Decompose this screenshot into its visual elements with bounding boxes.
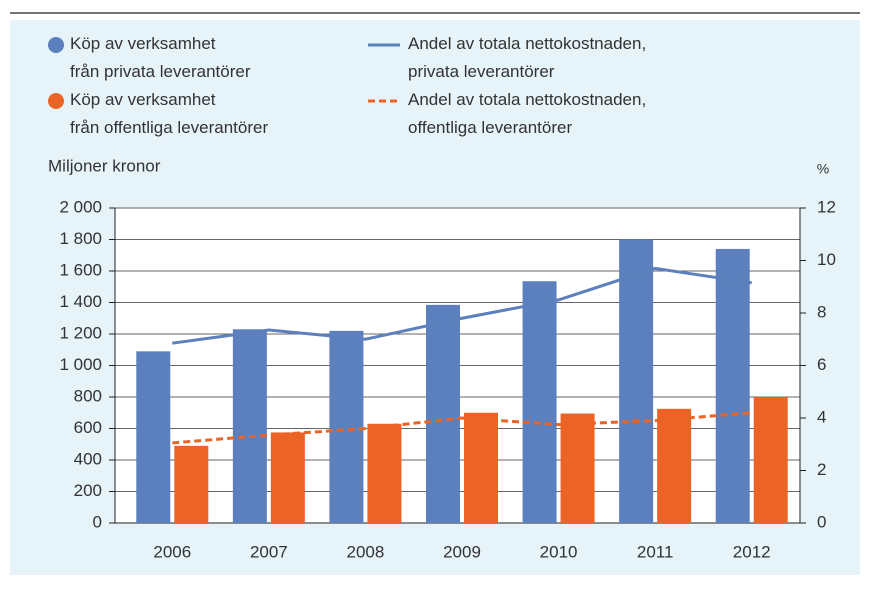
bar [464, 412, 498, 523]
bar [753, 397, 788, 523]
y2-tick-label: 10 [817, 250, 836, 269]
y2-tick-label: 6 [817, 355, 826, 374]
y-tick-label: 200 [74, 481, 102, 500]
y-tick-label: 1 800 [59, 229, 102, 248]
y2-tick-label: 12 [817, 197, 836, 216]
bar [657, 408, 692, 523]
y-tick-label: 600 [74, 418, 102, 437]
x-tick-label: 2010 [540, 542, 578, 561]
x-tick-label: 2007 [250, 542, 288, 561]
bar [619, 239, 654, 523]
bar [232, 329, 267, 523]
y2-tick-label: 4 [817, 407, 826, 426]
bar [560, 413, 595, 523]
legend-label: Andel av totala nettokostnaden, offentli… [408, 90, 647, 137]
bar [136, 351, 171, 523]
y-tick-label: 2 000 [59, 197, 102, 216]
legend-label: Andel av totala nettokostnaden, privata … [408, 34, 647, 81]
y2-tick-label: 0 [817, 512, 826, 531]
bar [367, 423, 402, 523]
x-tick-label: 2009 [443, 542, 481, 561]
legend-label: Köp av verksamhet från privata leverantö… [70, 34, 251, 81]
x-tick-label: 2006 [153, 542, 191, 561]
y-tick-label: 400 [74, 449, 102, 468]
legend-swatch [48, 37, 64, 53]
bar [522, 281, 557, 523]
legend-label: Köp av verksamhet från offentliga levera… [70, 90, 269, 137]
x-tick-label: 2011 [637, 542, 674, 561]
y-tick-label: 0 [93, 512, 102, 531]
line [172, 266, 752, 345]
line [172, 411, 752, 445]
x-tick-label: 2012 [733, 542, 771, 561]
legend-swatch [48, 93, 64, 109]
bar [270, 432, 305, 523]
y2-axis-label: % [817, 161, 829, 177]
y-tick-label: 800 [74, 386, 102, 405]
y-tick-label: 1 400 [59, 292, 102, 311]
y2-tick-label: 8 [817, 302, 826, 321]
bar [329, 330, 364, 523]
y-tick-label: 1 000 [59, 355, 102, 374]
x-tick-label: 2008 [347, 542, 385, 561]
y-tick-label: 1 600 [59, 260, 102, 279]
bar [426, 304, 460, 523]
y-tick-label: 1 200 [59, 323, 102, 342]
bar [174, 445, 209, 523]
y-axis-label: Miljoner kronor [48, 156, 161, 175]
bar [715, 248, 750, 523]
y2-tick-label: 2 [817, 460, 826, 479]
